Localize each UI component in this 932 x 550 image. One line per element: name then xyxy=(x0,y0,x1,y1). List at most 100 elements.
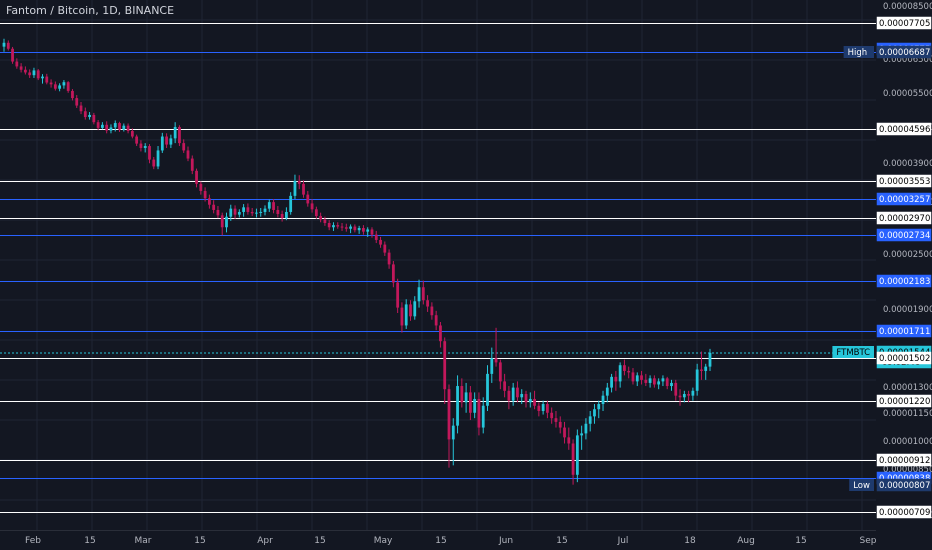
time-tick-label: 15 xyxy=(795,536,806,546)
time-tick-label: Sep xyxy=(860,536,877,546)
candle-body xyxy=(597,404,601,410)
candle-body xyxy=(657,381,661,385)
candle-body xyxy=(473,398,477,413)
candle-body xyxy=(306,194,310,204)
candle-body xyxy=(704,366,708,371)
candle-body xyxy=(396,282,400,308)
candle-body xyxy=(481,405,485,428)
candle-body xyxy=(528,398,532,403)
candle-body xyxy=(332,225,335,228)
candle-body xyxy=(118,123,121,130)
candle-body xyxy=(520,394,524,398)
price-label-text: 0.00003257 xyxy=(879,195,930,205)
candle-body xyxy=(203,190,207,199)
time-tick-label: Mar xyxy=(135,536,152,546)
price-label-text: 0.00002183 xyxy=(879,277,930,287)
candle-body xyxy=(152,159,156,167)
candle-body xyxy=(178,126,181,144)
candle-body xyxy=(135,136,139,144)
candle-body xyxy=(648,378,652,383)
price-tick-label: 0.00008500 xyxy=(883,2,932,12)
price-label-box xyxy=(876,351,932,365)
candle-body xyxy=(101,124,104,128)
candle-body xyxy=(323,219,327,223)
time-tick-label: May xyxy=(374,536,393,546)
candle-body xyxy=(182,143,186,151)
candle-body xyxy=(691,390,695,396)
price-label-text: 0.00004596 xyxy=(879,125,930,135)
candle-body xyxy=(601,395,605,405)
candle-body xyxy=(212,204,216,210)
chart-title: Fantom / Bitcoin, 1D, BINANCE xyxy=(6,4,175,17)
candle-body xyxy=(302,183,305,195)
candle-body xyxy=(610,376,613,388)
time-tick-label: 15 xyxy=(314,536,325,546)
time-tick-label: Jul xyxy=(617,536,629,546)
candle-body xyxy=(391,264,395,283)
time-tick-label: Apr xyxy=(257,536,273,546)
candle-body xyxy=(24,69,27,73)
candle-body xyxy=(695,369,699,391)
candle-body xyxy=(563,427,566,438)
candle-body xyxy=(233,208,237,215)
candle-body xyxy=(443,341,447,390)
candle-body xyxy=(404,304,408,326)
candle-body xyxy=(32,70,36,76)
candle-body xyxy=(297,180,301,184)
candle-body xyxy=(28,72,32,76)
candle-body xyxy=(516,387,519,398)
price-label-text: 0.00000807 xyxy=(879,481,930,491)
candle-body xyxy=(250,211,254,214)
candle-body xyxy=(6,42,10,49)
candle-body xyxy=(374,234,378,240)
price-tick-label: 0.00003900 xyxy=(883,159,932,169)
candle-body xyxy=(503,381,507,391)
candle-body xyxy=(588,416,592,424)
price-label-text: 0.00007705 xyxy=(879,19,930,29)
candle-body xyxy=(413,301,417,317)
candle-body xyxy=(644,379,648,383)
candle-body xyxy=(272,202,275,210)
candle-body xyxy=(550,412,554,419)
candle-body xyxy=(105,124,109,131)
time-tick-label: 18 xyxy=(684,536,696,546)
candle-body xyxy=(387,252,391,265)
candle-body xyxy=(88,114,91,118)
candle-body xyxy=(49,82,53,85)
candle-body xyxy=(400,307,404,326)
price-label-box xyxy=(876,192,932,206)
price-label-box xyxy=(876,505,932,519)
time-tick-label: Feb xyxy=(25,536,41,546)
candle-body xyxy=(246,207,250,212)
candle-body xyxy=(700,369,703,371)
candle-body xyxy=(541,404,545,411)
price-label-text: 0.00000709 xyxy=(879,508,930,518)
candle-body xyxy=(366,229,370,232)
price-tick-label: 0.00006500 xyxy=(883,55,932,65)
candle-body xyxy=(349,226,352,229)
candle-body xyxy=(580,433,584,436)
candle-body xyxy=(635,375,639,382)
candle-body xyxy=(567,437,571,444)
candle-body xyxy=(310,203,314,210)
candle-body xyxy=(379,239,382,245)
candle-body xyxy=(130,131,134,137)
candle-body xyxy=(259,211,263,213)
price-label-text: 0.00001502 xyxy=(879,354,930,364)
candle-body xyxy=(426,300,429,307)
candle-body xyxy=(687,394,690,396)
candle-body xyxy=(225,216,228,228)
candle-body xyxy=(614,376,618,382)
candle-body xyxy=(652,378,656,385)
candle-body xyxy=(640,375,643,380)
price-label-box xyxy=(876,274,932,288)
candle-body xyxy=(357,228,361,231)
candle-body xyxy=(319,216,323,220)
candle-body xyxy=(451,425,455,440)
time-tick-label: 15 xyxy=(556,536,567,546)
time-axis: Feb 15 Mar 15 Apr 15 May 15 Jun 15 Jul 18 Aug 15 Sep xyxy=(0,530,932,550)
grid xyxy=(0,0,876,530)
